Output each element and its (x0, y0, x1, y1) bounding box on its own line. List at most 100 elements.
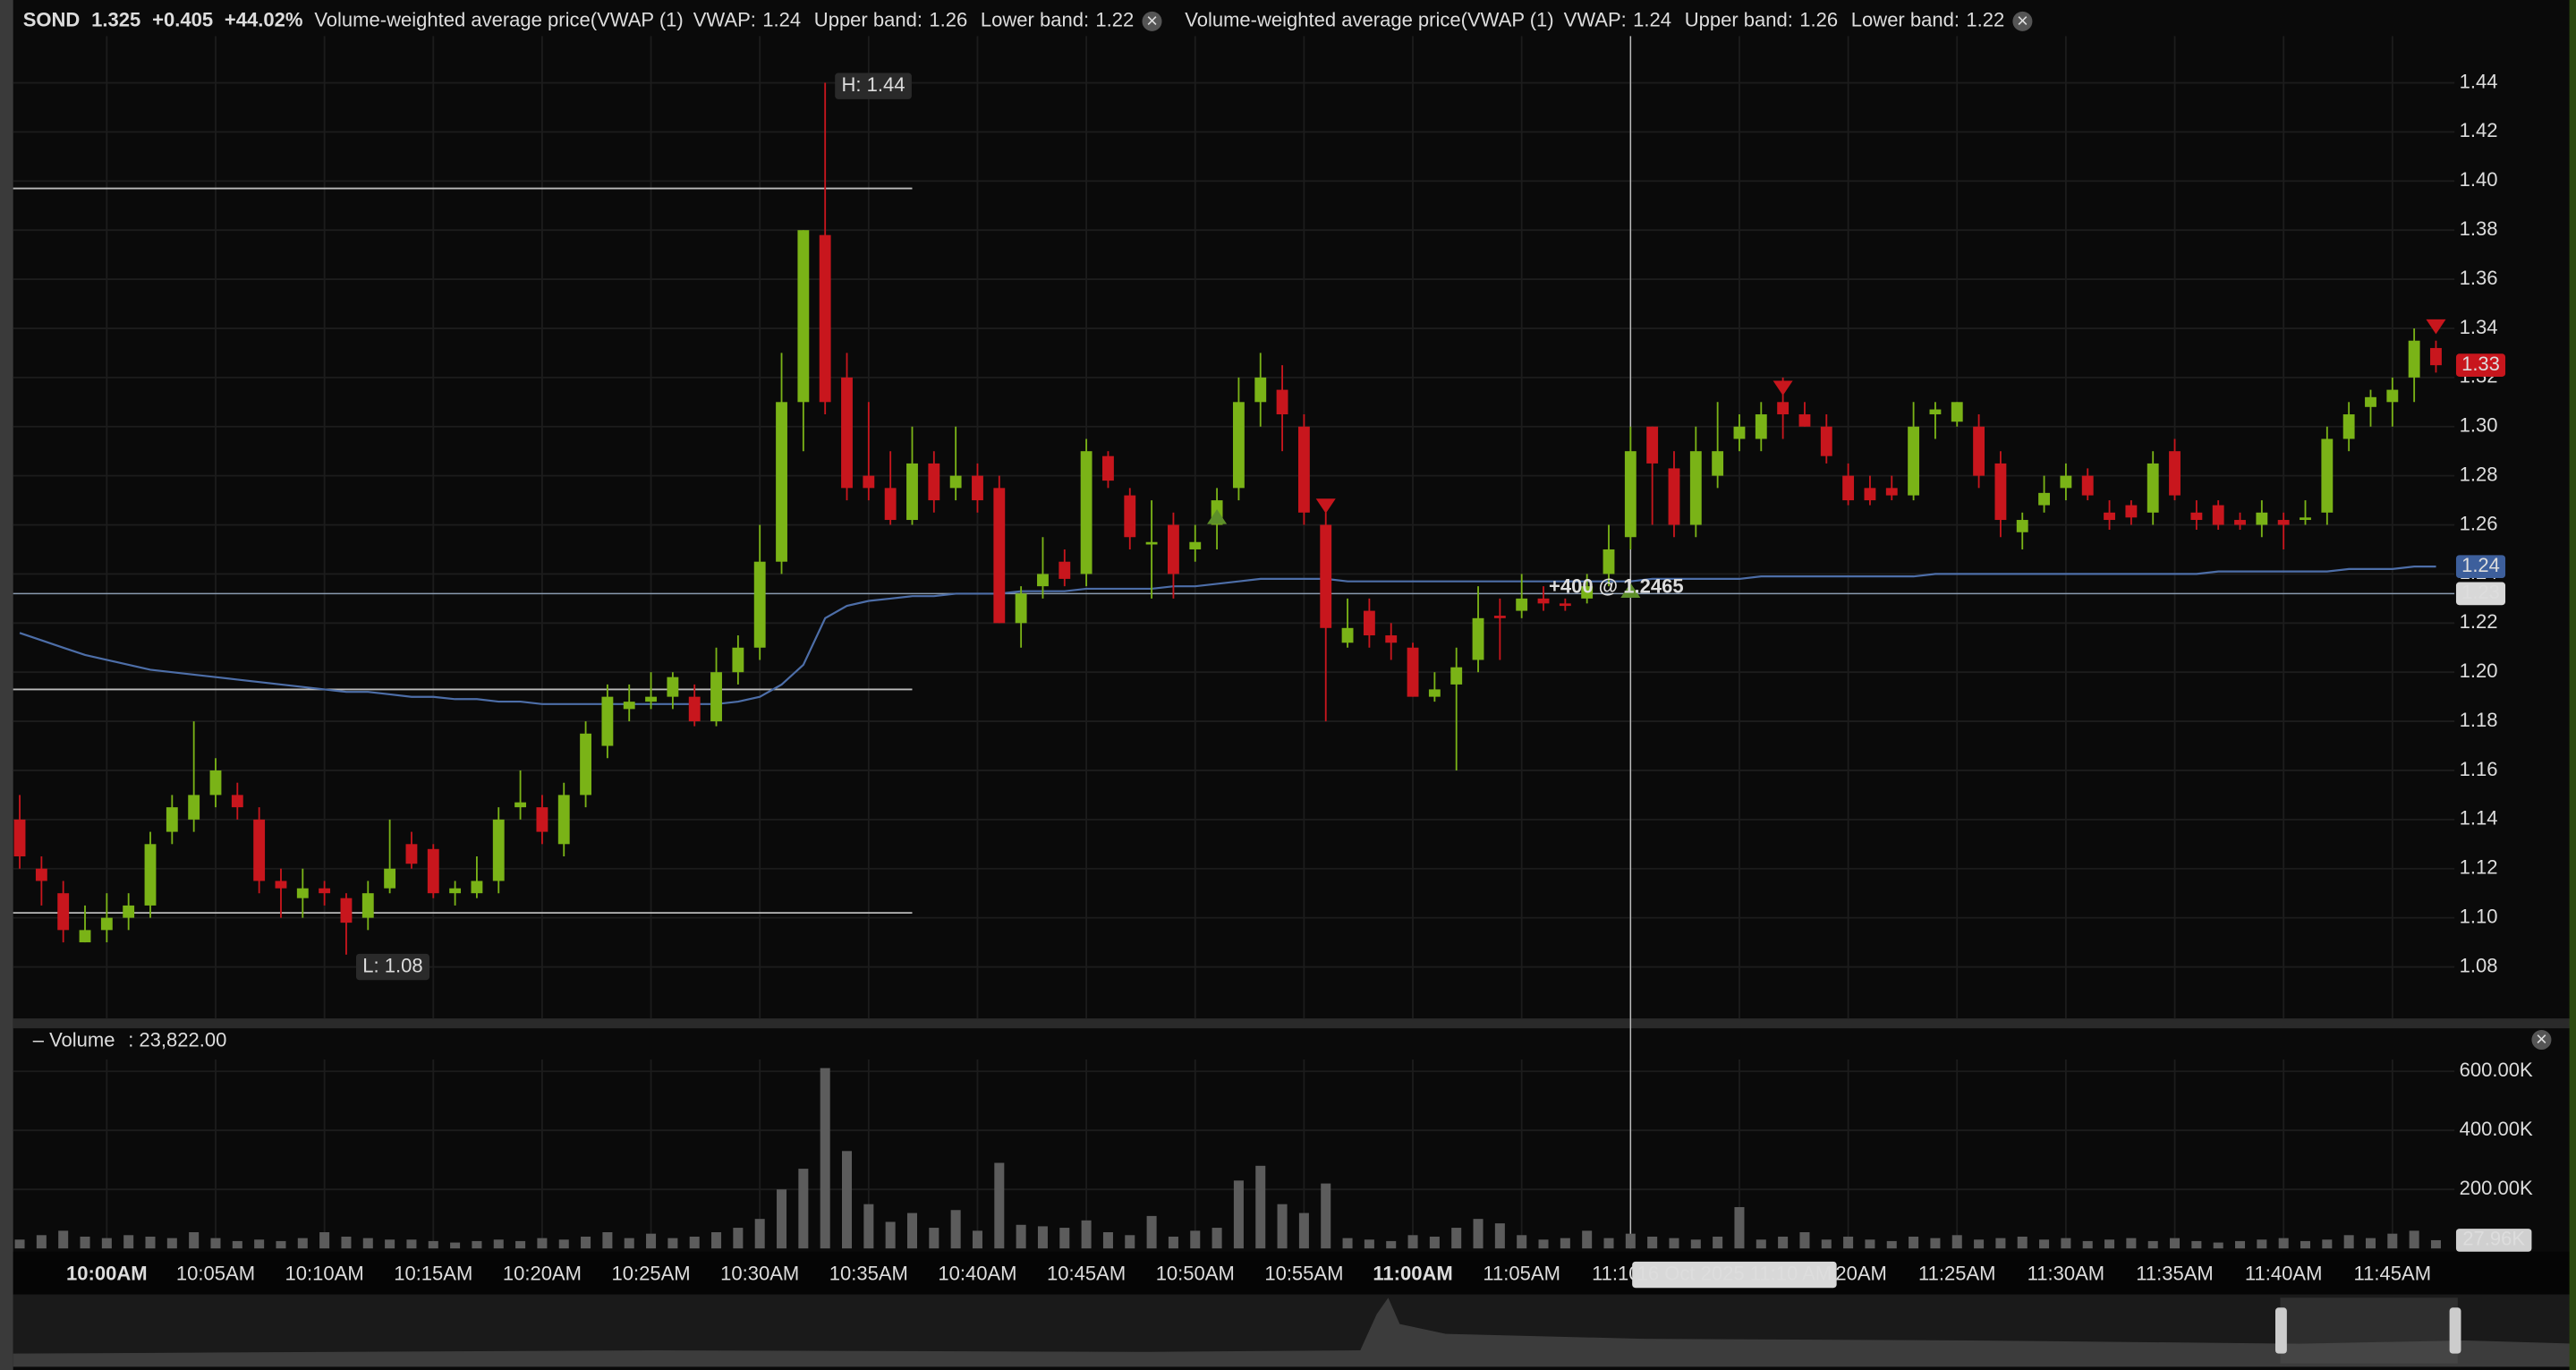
trade-marker (1207, 509, 1228, 524)
volume-bar (1321, 1183, 1331, 1249)
volume-bar (2082, 1240, 2093, 1249)
volume-bar (972, 1230, 982, 1249)
candle-body (2386, 389, 2399, 403)
volume-bar (1778, 1236, 1789, 1249)
volume-bar (515, 1240, 526, 1249)
close-button[interactable] (1142, 11, 1162, 31)
candle-body (1516, 598, 1528, 611)
volume-bar (733, 1228, 744, 1249)
volume-bar (2017, 1236, 2028, 1249)
candle-body (972, 475, 983, 501)
header-text: 1.24 (762, 9, 801, 31)
volume-bar (1669, 1238, 1679, 1249)
candle-body (340, 898, 353, 923)
candle-body (2038, 492, 2050, 506)
y-tick-label: 1.14 (2460, 807, 2498, 830)
candle-body (1385, 635, 1398, 643)
volume-bar (123, 1235, 134, 1249)
candle-body (319, 888, 331, 894)
candle-body (1603, 549, 1615, 574)
volume-bar (450, 1242, 461, 1249)
volume-bar (472, 1240, 482, 1249)
price-label: 1.33 (2461, 353, 2500, 375)
x-tick-label: 10:15AM (394, 1262, 472, 1284)
candle-body (1450, 667, 1463, 685)
candle-body (471, 881, 483, 894)
y-tick-label: 1.12 (2460, 856, 2498, 879)
x-tick-label: 11:45AM (2354, 1262, 2431, 1284)
candle-body (2408, 340, 2420, 378)
price-label: 1.24 (2461, 554, 2500, 576)
volume-bar (820, 1068, 830, 1249)
volume-bar (1625, 1233, 1636, 1249)
volume-bar (58, 1230, 69, 1249)
candle-body (2125, 505, 2138, 518)
candle-body (776, 402, 787, 562)
candle-body (1407, 647, 1419, 697)
volume-bar (1059, 1228, 1070, 1249)
x-tick-label: 10:50AM (1156, 1262, 1235, 1284)
candle-body (1232, 402, 1245, 489)
volume-bar (2104, 1239, 2115, 1249)
close-button[interactable] (2531, 1030, 2552, 1051)
volume-bar (189, 1232, 200, 1249)
navigator-window[interactable] (2280, 1298, 2458, 1364)
candle-body (166, 807, 178, 832)
volume-bar (558, 1239, 569, 1249)
candle-body (57, 893, 70, 931)
candle-body (2365, 396, 2376, 407)
candle-body (253, 819, 266, 881)
volume-bar (1538, 1239, 1549, 1249)
navigator-handle[interactable] (2274, 1307, 2287, 1354)
candle-body (906, 463, 918, 521)
volume-bar (2039, 1239, 2050, 1249)
volume-bar (385, 1239, 395, 1249)
x-tick-label: 11:30AM (2028, 1262, 2104, 1284)
candle-body (1885, 488, 1898, 496)
candle-body (993, 488, 1006, 624)
trade-marker (1620, 583, 1641, 598)
candle-body (492, 819, 505, 881)
header-text: Volume-weighted average price(VWAP (1) (314, 9, 683, 31)
candle-body (557, 795, 570, 845)
volume-bar (2278, 1238, 2289, 1249)
volume-bar (537, 1238, 548, 1249)
volume-bar (994, 1162, 1005, 1249)
candle-body (1341, 627, 1354, 643)
volume-bar (1016, 1224, 1026, 1249)
volume-bar (1603, 1238, 1614, 1249)
candle-body (2190, 512, 2203, 521)
y-tick-label: 1.34 (2460, 316, 2498, 338)
price-label: 1.23 (2461, 581, 2500, 603)
close-button[interactable] (2012, 11, 2033, 31)
volume-bar (36, 1235, 47, 1249)
header-text: 1.22 (1095, 9, 1134, 31)
volume-bar (406, 1239, 417, 1249)
volume-bar (1843, 1236, 1854, 1249)
y-tick-label: 1.08 (2460, 954, 2498, 976)
x-tick-label: 10:20AM (503, 1262, 582, 1284)
volume-bar (2343, 1235, 2354, 1249)
x-tick-label: 10:40AM (938, 1262, 1016, 1284)
price-label-bg (2455, 353, 2506, 377)
volume-bar (1125, 1235, 1135, 1249)
volume-bar (1560, 1238, 1570, 1249)
candle-body (1472, 617, 1484, 660)
header-text: +44.02% (225, 9, 303, 31)
x-tick-label: 11:35AM (2136, 1262, 2213, 1284)
volume-bar (1690, 1239, 1701, 1249)
x-tick-label: 11:40AM (2245, 1262, 2322, 1284)
candle-body (1864, 488, 1876, 501)
candle-body (361, 893, 374, 918)
volume-bar (950, 1210, 961, 1249)
candle-body (1124, 495, 1136, 538)
volume-bar (1756, 1239, 1766, 1249)
navigator-handle[interactable] (2449, 1307, 2461, 1354)
candle-body (2430, 347, 2442, 366)
volume-bar (297, 1238, 308, 1249)
candle-body (1493, 616, 1506, 618)
candle-body (1363, 610, 1375, 636)
volume-bar (2409, 1230, 2419, 1249)
candle-body (1189, 541, 1202, 549)
